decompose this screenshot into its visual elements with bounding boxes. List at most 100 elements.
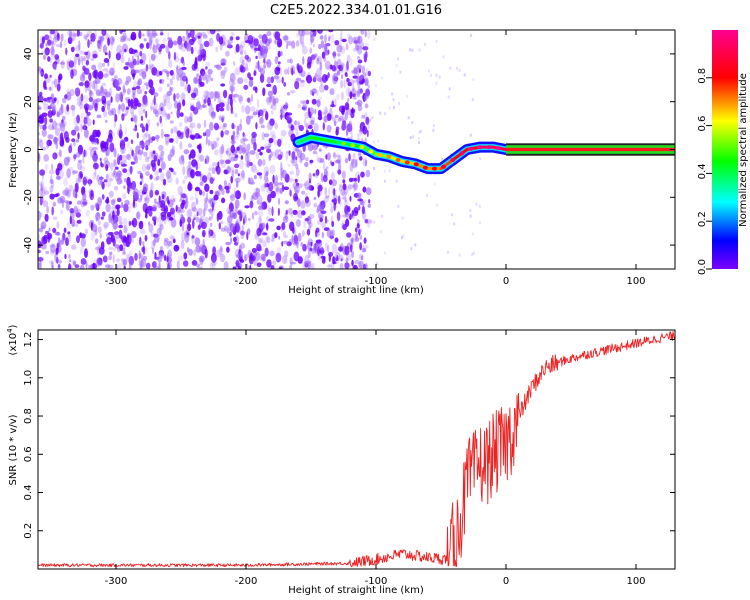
noise-speck <box>127 98 131 108</box>
noise-speck <box>173 238 176 244</box>
noise-speck <box>127 37 132 42</box>
noise-speck <box>223 66 228 73</box>
noise-speck <box>355 227 358 233</box>
noise-speck <box>179 213 184 222</box>
signal-blob <box>468 146 474 151</box>
noise-speck <box>309 47 312 54</box>
noise-speck <box>197 35 201 39</box>
noise-speck <box>298 124 304 132</box>
noise-speck <box>39 196 43 206</box>
noise-speck <box>202 190 206 197</box>
noise-speck <box>280 112 283 121</box>
noise-speck <box>268 138 274 144</box>
noise-speck <box>373 140 376 144</box>
noise-speck <box>63 227 67 233</box>
noise-speck <box>363 244 369 249</box>
noise-speck <box>177 35 183 46</box>
noise-speck <box>330 228 336 237</box>
noise-speck <box>205 77 208 82</box>
noise-speck <box>55 247 59 255</box>
noise-speck <box>84 128 89 139</box>
noise-speck <box>136 88 143 95</box>
noise-speck <box>184 41 189 50</box>
noise-speck <box>165 141 169 146</box>
noise-speck <box>139 43 144 49</box>
noise-speck <box>295 167 300 177</box>
noise-speck <box>303 183 308 187</box>
noise-speck <box>344 102 350 111</box>
noise-speck <box>195 216 200 223</box>
noise-speck <box>341 214 347 218</box>
noise-speck <box>251 212 255 220</box>
noise-speck <box>118 229 123 239</box>
noise-speck <box>247 34 254 45</box>
noise-speck <box>301 190 306 195</box>
noise-speck <box>158 251 165 259</box>
noise-speck <box>321 51 326 59</box>
noise-speck <box>284 200 289 205</box>
noise-speck <box>52 227 57 233</box>
noise-speck <box>49 185 54 193</box>
noise-speck <box>66 168 71 179</box>
noise-speck <box>45 250 50 255</box>
noise-speck <box>112 254 115 264</box>
noise-speck <box>132 128 138 132</box>
noise-speck <box>339 262 344 269</box>
noise-speck <box>235 235 239 245</box>
noise-speck <box>296 132 300 138</box>
noise-speck <box>126 62 131 67</box>
noise-speck <box>71 107 76 117</box>
noise-speck <box>324 242 328 251</box>
noise-speck <box>263 173 268 183</box>
noise-speck <box>71 218 76 228</box>
noise-speck <box>38 181 42 187</box>
noise-speck <box>154 233 160 243</box>
noise-speck <box>93 69 99 79</box>
noise-speck <box>143 151 148 157</box>
noise-speck <box>308 213 315 219</box>
y-tick-label: 1.2 <box>23 332 34 348</box>
signal-blob <box>377 153 383 157</box>
noise-speck <box>38 210 42 221</box>
noise-speck <box>90 133 93 138</box>
noise-speck <box>344 262 350 269</box>
noise-speck <box>51 43 54 54</box>
y-tick-label: 0.2 <box>23 523 34 539</box>
noise-speck <box>176 108 181 119</box>
noise-speck <box>159 224 164 231</box>
noise-speck <box>253 259 258 266</box>
noise-speck <box>61 97 67 104</box>
noise-speck <box>358 68 361 73</box>
noise-speck <box>226 227 230 234</box>
noise-speck <box>312 150 317 155</box>
noise-speck <box>215 30 222 33</box>
noise-speck <box>224 225 228 232</box>
noise-speck <box>269 164 276 174</box>
noise-speck <box>49 102 55 110</box>
noise-speck <box>160 43 166 49</box>
noise-speck <box>472 252 475 255</box>
noise-speck <box>313 75 317 82</box>
noise-speck <box>191 207 198 212</box>
noise-speck <box>177 185 183 196</box>
noise-speck <box>48 259 55 264</box>
noise-speck <box>118 224 123 229</box>
noise-speck <box>123 66 129 70</box>
noise-speck <box>230 140 236 144</box>
colorbar-tick-label: 0.6 <box>697 116 708 132</box>
noise-speck <box>358 36 361 45</box>
noise-speck <box>230 104 233 114</box>
noise-speck <box>364 43 370 47</box>
noise-speck <box>343 69 347 76</box>
noise-speck <box>345 257 349 263</box>
noise-speck <box>140 194 143 201</box>
noise-speck <box>352 75 358 79</box>
noise-speck <box>102 68 109 72</box>
noise-speck <box>105 203 111 213</box>
noise-speck <box>331 100 335 108</box>
noise-speck <box>232 81 236 86</box>
noise-speck <box>282 240 288 244</box>
noise-speck <box>469 208 472 212</box>
noise-speck <box>317 157 323 164</box>
noise-speck <box>397 205 400 208</box>
